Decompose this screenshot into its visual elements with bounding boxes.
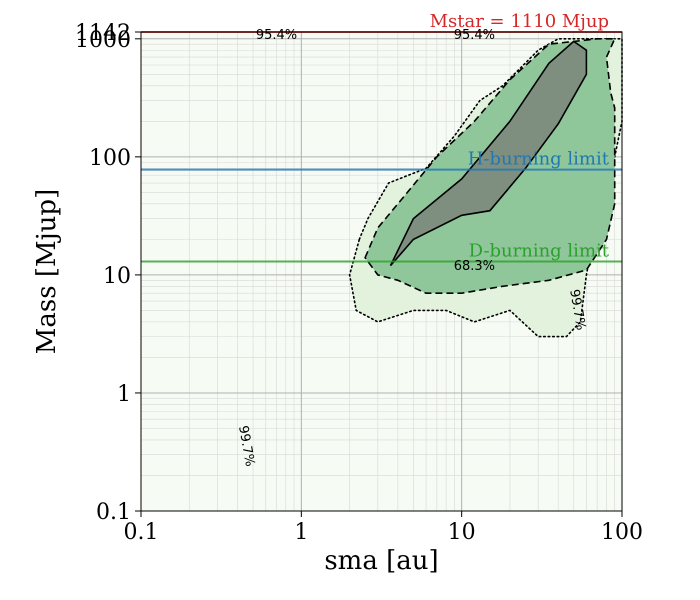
plot-frame (140, 31, 623, 512)
x-tick-label: 0.1 (124, 520, 159, 545)
h-burning-label: H-burning limit (468, 149, 610, 170)
y-axis-title: Mass [Mjup] (32, 189, 62, 354)
y-tick-label: 10 (103, 264, 131, 289)
y-tick-label: 1000 (75, 28, 131, 53)
contour-label: 99.7% (566, 288, 588, 331)
x-tick-label: 1 (294, 520, 308, 545)
y-tick-label: 100 (89, 146, 131, 171)
y-tick-label: 0.1 (96, 500, 131, 525)
contour-label: 95.4% (454, 28, 495, 43)
mstar-label: Mstar = 1110 Mjup (430, 11, 609, 32)
contour-label: 99.7% (235, 425, 257, 468)
d-burning-label: D-burning limit (469, 240, 610, 261)
x-axis-title: sma [au] (324, 546, 438, 576)
y-tick-label: 1142 (75, 21, 131, 46)
x-tick-label: 10 (448, 520, 476, 545)
x-tick-label: 100 (601, 520, 643, 545)
contour-label: 68.3% (454, 259, 495, 274)
contour-label: 95.4% (256, 28, 297, 43)
reference-lines: Mstar = 1110 Mjup H-burning limit D-burnin… (141, 11, 622, 263)
y-tick-label: 1 (117, 382, 131, 407)
